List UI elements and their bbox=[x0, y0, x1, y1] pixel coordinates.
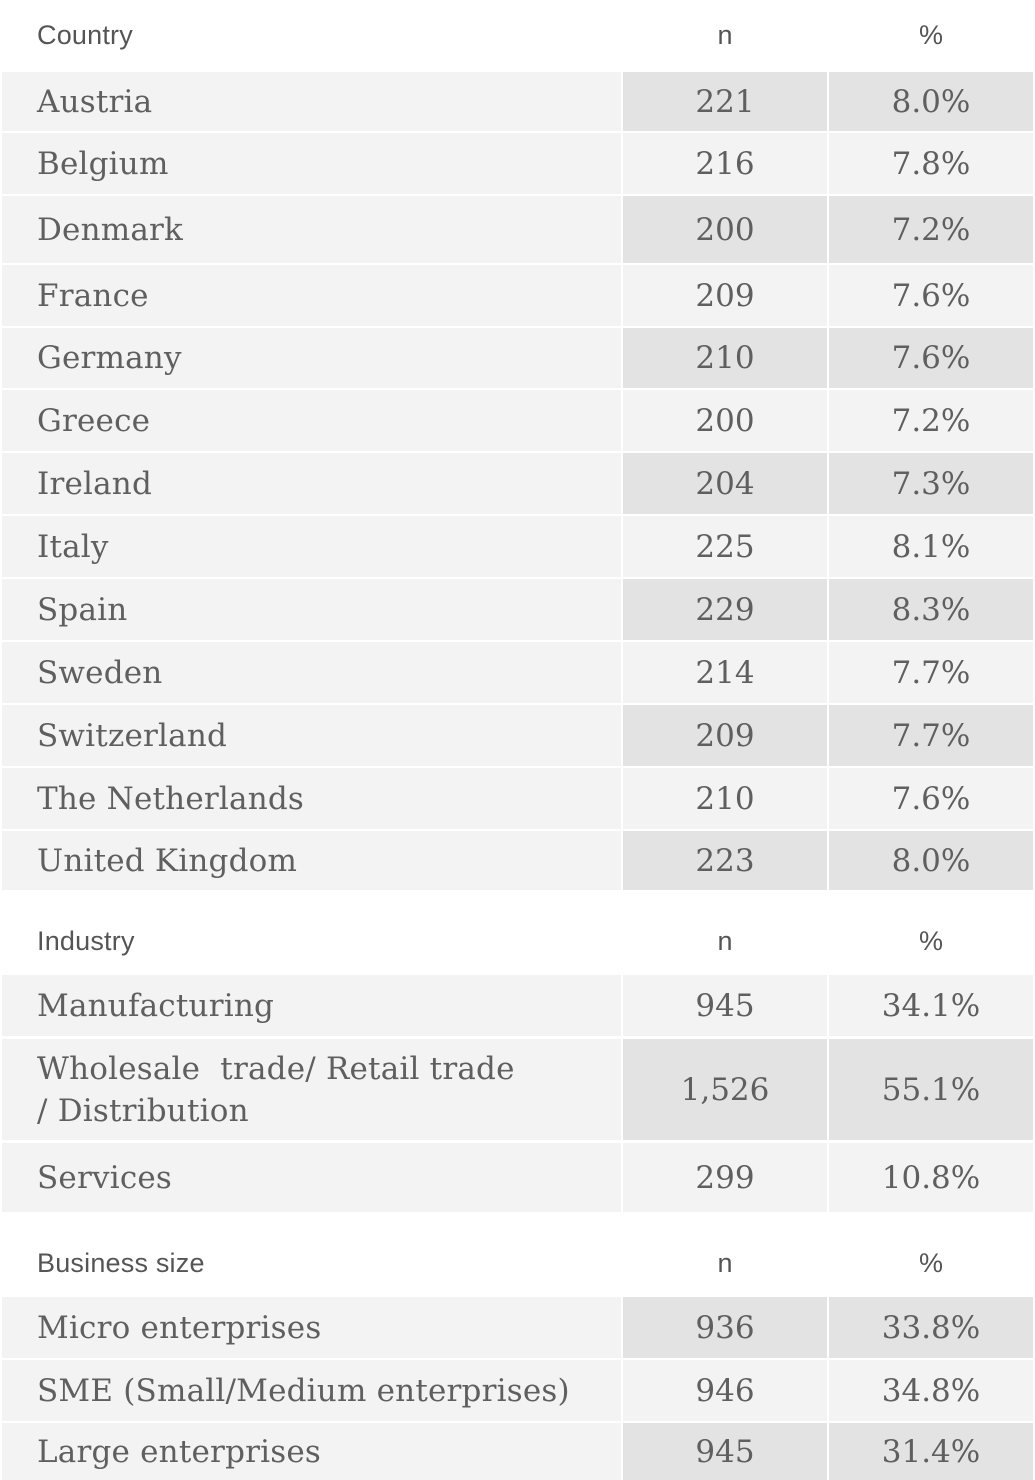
country-header-label: Country bbox=[2, 0, 621, 70]
row-n: 209 bbox=[623, 705, 827, 766]
row-label: Spain bbox=[2, 579, 621, 640]
table-row: Large enterprises 945 31.4% bbox=[2, 1423, 1033, 1480]
table-row: Switzerland 209 7.7% bbox=[2, 705, 1033, 766]
row-label: Services bbox=[2, 1143, 621, 1212]
country-header-pct: % bbox=[829, 0, 1033, 70]
row-n: 210 bbox=[623, 768, 827, 829]
table-row: Wholesale trade/ Retail trade / Distribu… bbox=[2, 1039, 1033, 1140]
row-pct: 8.0% bbox=[829, 831, 1033, 890]
row-label: Greece bbox=[2, 390, 621, 451]
row-n: 229 bbox=[623, 579, 827, 640]
row-pct: 7.7% bbox=[829, 642, 1033, 703]
business-size-header-n: n bbox=[623, 1230, 827, 1296]
table-row: Germany 210 7.6% bbox=[2, 328, 1033, 388]
table-row: Micro enterprises 936 33.8% bbox=[2, 1297, 1033, 1358]
country-header-n: n bbox=[623, 0, 827, 70]
table-row: Italy 225 8.1% bbox=[2, 516, 1033, 577]
business-size-header-label: Business size bbox=[2, 1230, 621, 1296]
row-label: Manufacturing bbox=[2, 975, 621, 1036]
table-row: Denmark 200 7.2% bbox=[2, 196, 1033, 263]
row-n: 223 bbox=[623, 831, 827, 890]
row-label: SME (Small/Medium enterprises) bbox=[2, 1360, 621, 1421]
row-pct: 33.8% bbox=[829, 1297, 1033, 1358]
row-pct: 10.8% bbox=[829, 1143, 1033, 1212]
row-label: United Kingdom bbox=[2, 831, 621, 890]
row-pct: 7.6% bbox=[829, 328, 1033, 388]
row-n: 216 bbox=[623, 133, 827, 194]
row-label: Sweden bbox=[2, 642, 621, 703]
table-row: Austria 221 8.0% bbox=[2, 72, 1033, 131]
table-row: Manufacturing 945 34.1% bbox=[2, 975, 1033, 1036]
industry-header-n: n bbox=[623, 908, 827, 974]
row-pct: 34.8% bbox=[829, 1360, 1033, 1421]
row-n: 945 bbox=[623, 1423, 827, 1480]
row-pct: 55.1% bbox=[829, 1039, 1033, 1140]
row-pct: 7.8% bbox=[829, 133, 1033, 194]
row-pct: 7.6% bbox=[829, 768, 1033, 829]
row-pct: 7.6% bbox=[829, 265, 1033, 326]
table-row: Belgium 216 7.8% bbox=[2, 133, 1033, 194]
table-row: Ireland 204 7.3% bbox=[2, 453, 1033, 514]
table-row: Sweden 214 7.7% bbox=[2, 642, 1033, 703]
row-label: Switzerland bbox=[2, 705, 621, 766]
row-label: Germany bbox=[2, 328, 621, 388]
row-n: 200 bbox=[623, 196, 827, 263]
row-label: The Netherlands bbox=[2, 768, 621, 829]
table-row: Spain 229 8.3% bbox=[2, 579, 1033, 640]
row-label: Micro enterprises bbox=[2, 1297, 621, 1358]
row-n: 225 bbox=[623, 516, 827, 577]
business-size-header-row: Business size n % bbox=[2, 1230, 1033, 1296]
row-n: 221 bbox=[623, 72, 827, 131]
row-label: Wholesale trade/ Retail trade / Distribu… bbox=[2, 1039, 621, 1140]
row-n: 200 bbox=[623, 390, 827, 451]
row-n: 209 bbox=[623, 265, 827, 326]
row-label: Belgium bbox=[2, 133, 621, 194]
table-row: Services 299 10.8% bbox=[2, 1143, 1033, 1212]
industry-header-pct: % bbox=[829, 908, 1033, 974]
table-row: France 209 7.6% bbox=[2, 265, 1033, 326]
row-label: Italy bbox=[2, 516, 621, 577]
row-pct: 7.7% bbox=[829, 705, 1033, 766]
row-pct: 7.2% bbox=[829, 390, 1033, 451]
row-pct: 34.1% bbox=[829, 975, 1033, 1036]
row-n: 945 bbox=[623, 975, 827, 1036]
industry-header-label: Industry bbox=[2, 908, 621, 974]
row-n: 299 bbox=[623, 1143, 827, 1212]
row-label: Austria bbox=[2, 72, 621, 131]
row-label: Denmark bbox=[2, 196, 621, 263]
row-label: France bbox=[2, 265, 621, 326]
row-n: 210 bbox=[623, 328, 827, 388]
row-pct: 8.1% bbox=[829, 516, 1033, 577]
table-row: SME (Small/Medium enterprises) 946 34.8% bbox=[2, 1360, 1033, 1421]
industry-header-row: Industry n % bbox=[2, 908, 1033, 974]
row-n: 1,526 bbox=[623, 1039, 827, 1140]
country-header-row: Country n % bbox=[2, 0, 1033, 70]
row-pct: 8.0% bbox=[829, 72, 1033, 131]
row-pct: 7.3% bbox=[829, 453, 1033, 514]
row-pct: 7.2% bbox=[829, 196, 1033, 263]
row-n: 936 bbox=[623, 1297, 827, 1358]
row-n: 204 bbox=[623, 453, 827, 514]
row-label: Large enterprises bbox=[2, 1423, 621, 1480]
table-row: United Kingdom 223 8.0% bbox=[2, 831, 1033, 890]
row-pct: 31.4% bbox=[829, 1423, 1033, 1480]
business-size-header-pct: % bbox=[829, 1230, 1033, 1296]
row-n: 946 bbox=[623, 1360, 827, 1421]
table-row: Greece 200 7.2% bbox=[2, 390, 1033, 451]
row-pct: 8.3% bbox=[829, 579, 1033, 640]
row-label: Ireland bbox=[2, 453, 621, 514]
table-row: The Netherlands 210 7.6% bbox=[2, 768, 1033, 829]
row-n: 214 bbox=[623, 642, 827, 703]
